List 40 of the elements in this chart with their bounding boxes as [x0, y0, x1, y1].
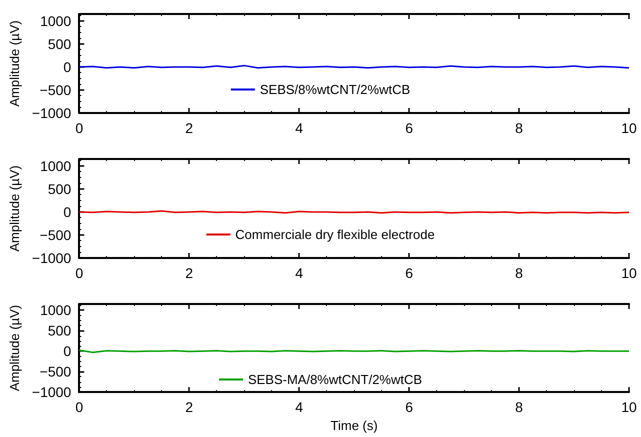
x-tick-label: 0	[75, 265, 84, 281]
y-tick-label: 0	[63, 58, 72, 75]
y-tick-label: 0	[63, 343, 72, 360]
y-tick-label: 500	[48, 322, 72, 339]
x-tick-label: 4	[295, 399, 304, 416]
y-tick-label: 1000	[40, 12, 72, 29]
y-axis-title: Amplitude (µV)	[7, 304, 22, 392]
y-axis-title: Amplitude (µV)	[7, 165, 22, 252]
y-tick-label: 1000	[40, 158, 72, 174]
y-tick-label: 1000	[40, 302, 72, 318]
x-axis-title: Time (s)	[330, 418, 378, 433]
x-tick-label: 10	[621, 265, 637, 281]
y-tick-label: −1000	[32, 384, 72, 400]
x-tick-label: 8	[515, 399, 524, 416]
x-tick-label: 6	[405, 265, 414, 281]
y-tick-label: −500	[40, 82, 72, 98]
y-tick-label: 0	[63, 204, 72, 220]
x-tick-label: 2	[185, 265, 194, 281]
x-tick-label: 6	[405, 399, 414, 416]
x-tick-label: 8	[515, 265, 524, 281]
y-tick-label: −1000	[32, 250, 72, 266]
x-tick-label: 2	[185, 120, 194, 136]
y-tick-label: 500	[48, 180, 72, 197]
y-tick-label: 500	[48, 36, 72, 52]
legend-label: SEBS/8%wtCNT/2%wtCB	[260, 82, 410, 97]
x-tick-label: 10	[621, 120, 637, 136]
legend-label: SEBS-MA/8%wtCNT/2%wtCB	[248, 372, 422, 387]
x-tick-label: 0	[75, 399, 84, 416]
y-tick-label: −500	[40, 364, 72, 380]
legend-label: Commerciale dry flexible electrode	[235, 227, 435, 242]
x-tick-label: 0	[75, 120, 84, 136]
x-tick-label: 8	[515, 120, 524, 136]
y-axis-title: Amplitude (µV)	[7, 20, 22, 107]
y-tick-label: −500	[40, 226, 72, 243]
x-tick-label: 6	[405, 120, 414, 136]
x-tick-label: 10	[621, 399, 637, 416]
x-tick-label: 4	[295, 265, 304, 281]
x-tick-label: 2	[185, 399, 194, 416]
x-tick-label: 4	[295, 120, 304, 136]
y-tick-label: −1000	[32, 105, 72, 121]
